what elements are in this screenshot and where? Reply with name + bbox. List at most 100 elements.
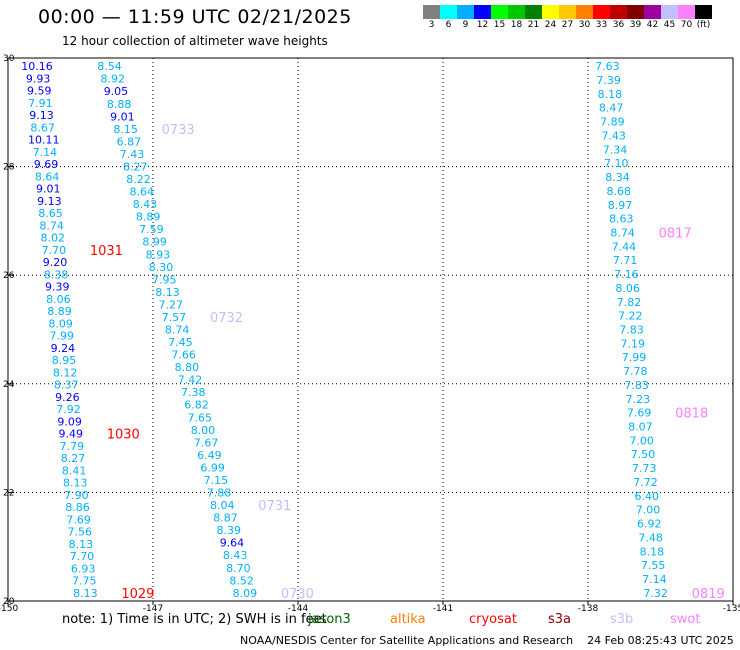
swh-value: 8.02	[40, 232, 65, 245]
swh-value: 9.39	[45, 281, 70, 294]
color-swatch	[559, 5, 576, 19]
swh-value: 7.70	[70, 550, 95, 563]
swh-value: 8.47	[599, 102, 624, 115]
plot-frame	[7, 57, 734, 602]
swh-value: 8.15	[113, 123, 138, 136]
swh-value: 8.64	[129, 186, 154, 199]
color-scale-labels: 3 6 9 12 15 18 21 24 27 30 33 36 39 42 45 70 (ft)	[423, 19, 712, 33]
swh-value: 8.09	[233, 587, 258, 600]
swh-value: 7.22	[618, 310, 643, 323]
y-tick-label: 22	[3, 488, 14, 498]
swh-value: 7.91	[28, 97, 53, 110]
swh-value: 6.93	[71, 562, 96, 575]
color-swatch	[627, 5, 644, 19]
swh-value: 9.64	[220, 537, 245, 550]
color-swatch	[474, 5, 491, 19]
note-text: note: 1) Time is in UTC; 2) SWH is in fe…	[62, 612, 327, 627]
swh-value: 8.86	[65, 501, 90, 514]
pass-time-label: 0817	[659, 226, 692, 241]
pass-time-label: 0818	[675, 407, 708, 422]
color-swatch	[525, 5, 542, 19]
swh-value: 7.00	[629, 434, 654, 447]
swh-value: 7.99	[622, 351, 647, 364]
swh-value: 7.73	[632, 462, 657, 475]
swh-value: 8.27	[61, 452, 86, 465]
satellite-label-s3a: s3a	[548, 612, 572, 627]
swh-value: 10.11	[28, 134, 60, 147]
swh-value: 8.34	[605, 171, 630, 184]
swh-value: 7.88	[207, 487, 232, 500]
swh-value: 8.89	[136, 211, 161, 224]
swh-value: 9.13	[37, 195, 62, 208]
swh-value: 7.71	[613, 254, 638, 267]
pass-time-label: 0819	[692, 587, 725, 602]
swh-value: 6.87	[117, 135, 142, 148]
swh-value: 8.95	[52, 354, 77, 367]
pass-time-label: 0732	[210, 311, 243, 326]
x-tick-label: -150	[0, 604, 18, 612]
color-scale-label: 36	[612, 20, 625, 30]
swh-value: 7.59	[139, 223, 164, 236]
swh-value: 9.69	[34, 158, 59, 171]
pass-time-label: 1031	[90, 244, 123, 259]
wave-height-plot: -150 -147 -144 -141 -138 -135 20 22 24 26 28 30 10.1…	[0, 54, 740, 612]
swh-value: 8.09	[48, 317, 73, 330]
swh-value: 8.13	[63, 477, 88, 490]
swh-value: 7.14	[33, 146, 58, 159]
swh-value: 8.92	[100, 73, 125, 86]
swh-value: 8.99	[142, 236, 167, 249]
swh-value: 9.20	[43, 256, 68, 269]
x-tick-label: -138	[578, 604, 599, 612]
swh-value: 7.43	[120, 148, 145, 161]
swh-value: 8.00	[191, 424, 216, 437]
color-swatch	[593, 5, 610, 19]
swh-value: 8.80	[175, 361, 200, 374]
x-tick-label: -147	[143, 604, 163, 612]
satellite-label-s3b: s3b	[610, 612, 634, 627]
footer-credit: NOAA/NESDIS Center for Satellite Applica…	[240, 634, 734, 647]
y-tick-label: 30	[3, 54, 15, 64]
color-scale-label: 6	[445, 20, 452, 30]
swh-value: 8.70	[226, 562, 251, 575]
pass-time-label: 0730	[281, 587, 314, 602]
color-swatch	[508, 5, 525, 19]
color-scale-legend: 3 6 9 12 15 18 21 24 27 30 33 36 39 42 45 70 (ft)	[423, 5, 712, 33]
swh-value: 8.30	[149, 261, 174, 274]
swh-value: 7.66	[171, 349, 196, 362]
swh-value: 8.52	[229, 574, 254, 587]
y-tick-label: 26	[3, 271, 15, 281]
swh-value: 9.26	[55, 391, 80, 404]
swh-value: 7.90	[64, 489, 89, 502]
swh-value: 7.83	[624, 379, 649, 392]
swh-value: 8.67	[30, 121, 55, 134]
swh-value: 7.82	[617, 296, 642, 309]
pass-time-label: 0731	[258, 499, 291, 514]
color-scale-label: 42	[646, 20, 659, 30]
swh-value: 8.27	[123, 160, 148, 173]
swh-value: 7.92	[56, 403, 81, 416]
swh-value: 7.75	[72, 575, 97, 588]
color-scale-label: 24	[544, 20, 557, 30]
swh-value: 7.44	[612, 240, 637, 253]
color-swatch	[678, 5, 695, 19]
color-scale-label: 45	[663, 20, 676, 30]
page-title: 00:00 — 11:59 UTC 02/21/2025	[38, 6, 352, 28]
swh-value: 7.99	[49, 330, 74, 343]
color-scale-label: 21	[527, 20, 540, 30]
color-swatch	[661, 5, 678, 19]
swh-value: 7.19	[621, 337, 646, 350]
swh-value: 7.50	[631, 448, 656, 461]
swh-value: 8.38	[44, 268, 69, 281]
swh-value: 7.27	[158, 298, 183, 311]
swh-value: 8.65	[38, 207, 63, 220]
satellite-label-jason3: jason3	[308, 612, 351, 627]
x-tick-label: -144	[288, 604, 309, 612]
swh-value: 7.89	[600, 116, 625, 129]
swh-value: 8.04	[210, 499, 235, 512]
color-scale-label: 3	[428, 20, 435, 30]
swh-value: 6.40	[635, 490, 660, 503]
swh-value: 7.70	[42, 244, 67, 257]
color-scale-label: 33	[595, 20, 608, 30]
swh-value: 8.87	[213, 512, 238, 525]
swh-value: 7.10	[604, 157, 629, 170]
